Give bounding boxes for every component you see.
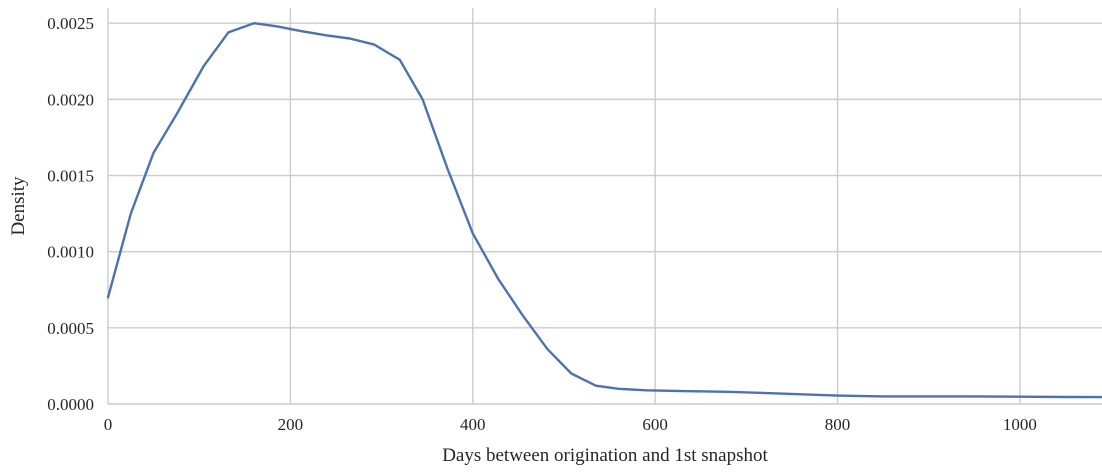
grid <box>107 8 1102 405</box>
y-tick-label: 0.0000 <box>47 395 94 414</box>
y-tick-label: 0.0015 <box>47 167 94 186</box>
x-tick-label: 400 <box>460 415 486 434</box>
x-tick-labels: 0 200 400 600 800 1000 <box>104 415 1037 434</box>
y-tick-label: 0.0020 <box>47 90 94 109</box>
x-axis-label: Days between origination and 1st snapsho… <box>442 445 768 466</box>
y-axis-label: Density <box>8 176 29 236</box>
x-tick-label: 200 <box>278 415 304 434</box>
y-tick-label: 0.0025 <box>47 14 94 33</box>
series-layer <box>106 22 1102 399</box>
x-tick-label: 600 <box>642 415 668 434</box>
y-tick-label: 0.0010 <box>47 243 94 262</box>
density-line <box>106 22 1102 399</box>
y-tick-labels: 0.0000 0.0005 0.0010 0.0015 0.0020 0.0025 <box>47 14 94 414</box>
x-tick-label: 0 <box>104 415 113 434</box>
x-tick-label: 800 <box>825 415 851 434</box>
y-tick-label: 0.0005 <box>47 319 94 338</box>
x-tick-label: 1000 <box>1003 415 1037 434</box>
